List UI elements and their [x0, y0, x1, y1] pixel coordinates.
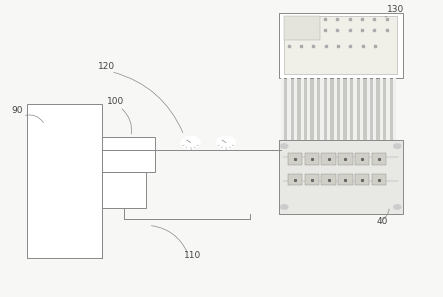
FancyBboxPatch shape: [321, 153, 336, 165]
Circle shape: [280, 204, 288, 210]
FancyBboxPatch shape: [281, 78, 396, 140]
FancyBboxPatch shape: [294, 78, 297, 140]
FancyBboxPatch shape: [314, 78, 317, 140]
Text: 90: 90: [12, 106, 23, 115]
FancyBboxPatch shape: [304, 153, 319, 165]
Circle shape: [393, 143, 401, 149]
FancyBboxPatch shape: [288, 153, 302, 165]
FancyBboxPatch shape: [307, 78, 311, 140]
FancyBboxPatch shape: [354, 78, 357, 140]
FancyBboxPatch shape: [355, 153, 369, 165]
FancyBboxPatch shape: [288, 78, 291, 140]
Circle shape: [280, 143, 288, 149]
FancyBboxPatch shape: [321, 174, 336, 185]
FancyBboxPatch shape: [320, 78, 324, 140]
FancyBboxPatch shape: [360, 78, 363, 140]
FancyBboxPatch shape: [372, 153, 386, 165]
Text: 40: 40: [376, 217, 388, 226]
FancyBboxPatch shape: [279, 12, 403, 78]
Circle shape: [181, 136, 200, 149]
FancyBboxPatch shape: [393, 78, 396, 140]
FancyBboxPatch shape: [304, 174, 319, 185]
Text: 130: 130: [387, 5, 404, 14]
FancyBboxPatch shape: [281, 78, 284, 140]
FancyBboxPatch shape: [347, 78, 350, 140]
FancyBboxPatch shape: [284, 16, 320, 40]
FancyBboxPatch shape: [102, 172, 147, 208]
FancyBboxPatch shape: [327, 78, 330, 140]
FancyBboxPatch shape: [380, 78, 383, 140]
FancyBboxPatch shape: [102, 137, 155, 172]
FancyBboxPatch shape: [27, 104, 102, 258]
FancyBboxPatch shape: [288, 174, 302, 185]
Text: 120: 120: [98, 62, 115, 71]
FancyBboxPatch shape: [279, 140, 403, 214]
Text: 110: 110: [184, 251, 201, 260]
FancyBboxPatch shape: [386, 78, 389, 140]
Text: 100: 100: [107, 97, 124, 106]
FancyBboxPatch shape: [338, 153, 353, 165]
FancyBboxPatch shape: [284, 16, 397, 74]
FancyBboxPatch shape: [301, 78, 304, 140]
FancyBboxPatch shape: [340, 78, 343, 140]
FancyBboxPatch shape: [334, 78, 337, 140]
Circle shape: [393, 204, 401, 210]
FancyBboxPatch shape: [373, 78, 377, 140]
FancyBboxPatch shape: [338, 174, 353, 185]
Circle shape: [216, 136, 236, 149]
FancyBboxPatch shape: [367, 78, 370, 140]
FancyBboxPatch shape: [372, 174, 386, 185]
FancyBboxPatch shape: [355, 174, 369, 185]
